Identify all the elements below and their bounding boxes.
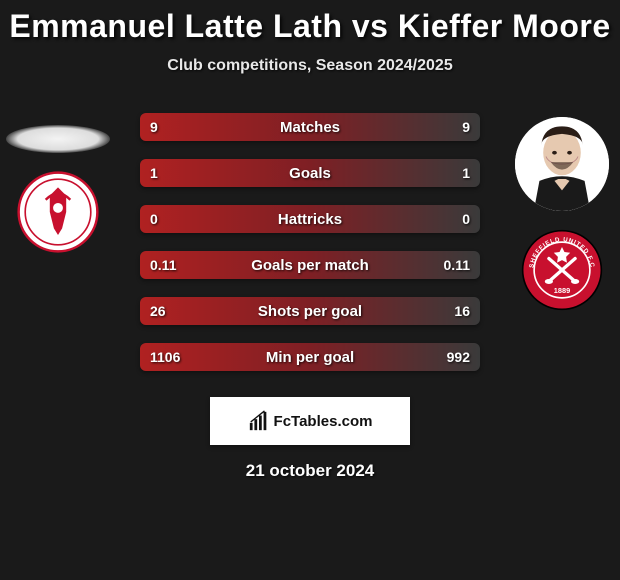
player-right-column: 1889 SHEFFIELD UNITED F.C xyxy=(512,117,612,311)
fctables-logo-icon xyxy=(248,410,270,432)
stat-value-right: 16 xyxy=(454,303,470,319)
stat-value-right: 1 xyxy=(462,165,470,181)
middlesbrough-crest-icon xyxy=(17,171,99,253)
avatar-placeholder-shadow xyxy=(6,125,110,153)
stat-bar: 0 Hattricks 0 xyxy=(140,205,480,233)
footer-date: 21 october 2024 xyxy=(0,461,620,481)
stat-label: Goals per match xyxy=(251,257,369,274)
stat-bar: 9 Matches 9 xyxy=(140,113,480,141)
player-left-column xyxy=(8,117,108,253)
stat-label: Shots per goal xyxy=(258,303,362,320)
page-subtitle: Club competitions, Season 2024/2025 xyxy=(0,57,620,75)
stat-value-left: 1 xyxy=(150,165,158,181)
stat-bar: 1106 Min per goal 992 xyxy=(140,343,480,371)
comparison-card: Emmanuel Latte Lath vs Kieffer Moore Clu… xyxy=(0,0,620,580)
stat-label: Min per goal xyxy=(266,349,354,366)
comparison-arena: 1889 SHEFFIELD UNITED F.C 9 Matches 9 1 Goal… xyxy=(0,113,620,371)
club-crest-right: 1889 SHEFFIELD UNITED F.C xyxy=(521,229,603,311)
stat-value-right: 992 xyxy=(447,349,470,365)
stat-value-left: 1106 xyxy=(150,349,180,365)
stat-bar: 1 Goals 1 xyxy=(140,159,480,187)
stat-bar: 0.11 Goals per match 0.11 xyxy=(140,251,480,279)
stat-value-left: 0 xyxy=(150,211,158,227)
crest-year: 1889 xyxy=(554,286,570,295)
avatar-right xyxy=(515,117,609,211)
stat-value-right: 9 xyxy=(462,119,470,135)
stat-label: Goals xyxy=(289,165,331,182)
stat-value-right: 0 xyxy=(462,211,470,227)
stat-label: Matches xyxy=(280,119,340,136)
sheffield-united-crest-icon: 1889 SHEFFIELD UNITED F.C xyxy=(521,229,603,311)
stat-label: Hattricks xyxy=(278,211,342,228)
stat-bar: 26 Shots per goal 16 xyxy=(140,297,480,325)
brand-text: FcTables.com xyxy=(274,413,373,430)
club-crest-left xyxy=(17,171,99,253)
player-photo-icon xyxy=(515,117,609,211)
stat-value-left: 26 xyxy=(150,303,166,319)
stat-value-left: 9 xyxy=(150,119,158,135)
page-title: Emmanuel Latte Lath vs Kieffer Moore xyxy=(0,8,620,45)
stat-bars: 9 Matches 9 1 Goals 1 0 Hattricks 0 0.11 Goals per… xyxy=(140,113,480,371)
brand-box: FcTables.com xyxy=(210,397,410,445)
stat-value-left: 0.11 xyxy=(150,257,176,273)
stat-value-right: 0.11 xyxy=(444,257,470,273)
